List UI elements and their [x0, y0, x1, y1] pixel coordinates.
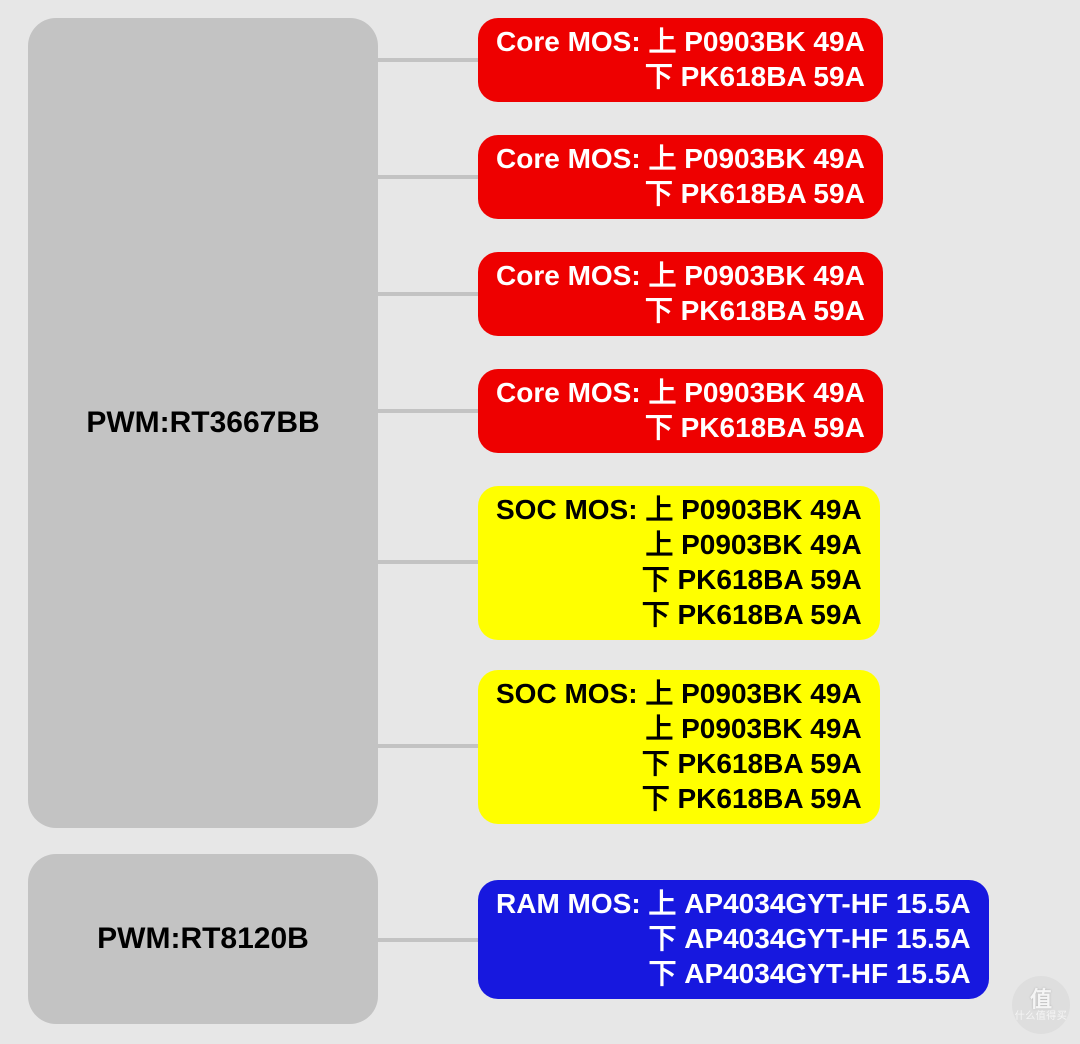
- mos-line: 下 AP4034GYT-HF 15.5A: [648, 921, 970, 956]
- watermark-text: 什么值得买: [1015, 1012, 1068, 1022]
- mos-box-core2: Core MOS: 上 P0903BK 49A下 PK618BA 59A: [478, 135, 883, 219]
- pwm-box-pwm2: PWM:RT8120B: [28, 854, 378, 1024]
- connector: [378, 938, 478, 942]
- mos-box-core1: Core MOS: 上 P0903BK 49A下 PK618BA 59A: [478, 18, 883, 102]
- mos-line: RAM MOS: 上 AP4034GYT-HF 15.5A: [496, 886, 971, 921]
- connector: [378, 58, 478, 62]
- connector: [378, 175, 478, 179]
- connector: [378, 744, 478, 748]
- mos-line: 下 PK618BA 59A: [642, 597, 862, 632]
- mos-line: 下 AP4034GYT-HF 15.5A: [648, 956, 970, 991]
- pwm-label: PWM:RT8120B: [97, 922, 309, 956]
- mos-box-core3: Core MOS: 上 P0903BK 49A下 PK618BA 59A: [478, 252, 883, 336]
- mos-line: Core MOS: 上 P0903BK 49A: [496, 258, 865, 293]
- mos-line: 上 P0903BK 49A: [645, 527, 861, 562]
- mos-line: SOC MOS: 上 P0903BK 49A: [496, 676, 862, 711]
- mos-line: 下 PK618BA 59A: [645, 176, 865, 211]
- mos-line: Core MOS: 上 P0903BK 49A: [496, 141, 865, 176]
- mos-box-ram1: RAM MOS: 上 AP4034GYT-HF 15.5A下 AP4034GYT…: [478, 880, 989, 999]
- diagram-canvas: PWM:RT3667BB PWM:RT8120B Core MOS: 上 P0903…: [0, 0, 1080, 1044]
- mos-line: 下 PK618BA 59A: [642, 562, 862, 597]
- mos-line: Core MOS: 上 P0903BK 49A: [496, 24, 865, 59]
- mos-box-core4: Core MOS: 上 P0903BK 49A下 PK618BA 59A: [478, 369, 883, 453]
- mos-line: 下 PK618BA 59A: [642, 746, 862, 781]
- mos-box-soc1: SOC MOS: 上 P0903BK 49A上 P0903BK 49A下 PK6…: [478, 486, 880, 640]
- mos-line: 下 PK618BA 59A: [642, 781, 862, 816]
- pwm-box-pwm1: PWM:RT3667BB: [28, 18, 378, 828]
- watermark-logo: 值: [1030, 989, 1052, 1011]
- mos-box-soc2: SOC MOS: 上 P0903BK 49A上 P0903BK 49A下 PK6…: [478, 670, 880, 824]
- mos-line: 下 PK618BA 59A: [645, 410, 865, 445]
- mos-line: SOC MOS: 上 P0903BK 49A: [496, 492, 862, 527]
- watermark-badge: 值 什么值得买: [1012, 976, 1070, 1034]
- pwm-label: PWM:RT3667BB: [86, 406, 319, 440]
- connector: [378, 560, 478, 564]
- mos-line: 下 PK618BA 59A: [645, 59, 865, 94]
- connector: [378, 409, 478, 413]
- mos-line: 下 PK618BA 59A: [645, 293, 865, 328]
- connector: [378, 292, 478, 296]
- mos-line: Core MOS: 上 P0903BK 49A: [496, 375, 865, 410]
- mos-line: 上 P0903BK 49A: [645, 711, 861, 746]
